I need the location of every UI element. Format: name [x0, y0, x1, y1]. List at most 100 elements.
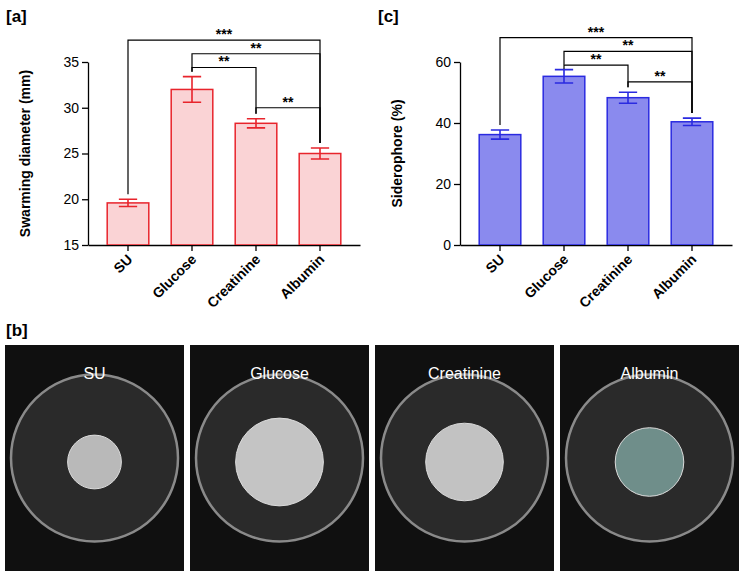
tick-label: SU [110, 251, 135, 276]
tick-label: Glucose [149, 251, 200, 302]
petri-dish [381, 375, 548, 542]
tick-label: 30 [63, 100, 79, 116]
significance-label: ** [219, 53, 230, 69]
bar [235, 123, 277, 245]
tick-label: Glucose [521, 251, 572, 302]
y-axis: 0204060 [435, 54, 460, 253]
error-bar [683, 118, 701, 125]
tick-mark [127, 245, 128, 251]
significance-label: ** [251, 40, 262, 56]
error-bar [491, 130, 509, 139]
tick-label: Albumin [649, 251, 700, 302]
x-axis: SU GlucoseCreatinine Albumin [89, 245, 361, 311]
tick: Creatinine [204, 245, 264, 311]
photo-label: Creatinine [428, 365, 501, 382]
photo-background [560, 345, 739, 571]
tick-label: 35 [63, 54, 79, 70]
significance-bracket [500, 38, 692, 125]
photo-background [190, 345, 369, 571]
significance-bracket [564, 51, 692, 113]
tick-mark [319, 245, 320, 251]
error-bar [619, 92, 637, 103]
significance-bracket [192, 67, 256, 113]
tick: Albumin [277, 245, 328, 302]
photo-label: SU [83, 365, 105, 382]
bar [479, 135, 521, 245]
error-bar [247, 119, 265, 128]
tick-mark [454, 123, 460, 124]
significance-bracket [128, 40, 320, 194]
tick: Glucose [521, 245, 572, 301]
panel-label: [a] [6, 7, 27, 26]
marks [479, 70, 713, 245]
significance-bracket [256, 108, 320, 143]
significance-label: *** [216, 26, 233, 42]
tick-mark [82, 199, 88, 200]
tick-label: 20 [435, 176, 451, 192]
y-axis: 15 20 25 30 35 [63, 54, 88, 253]
tick-label: Creatinine [204, 251, 264, 311]
significance-bracket [192, 54, 320, 143]
tick-mark [499, 245, 500, 251]
significance-bracket [564, 65, 628, 87]
tick: 25 [63, 145, 88, 161]
tick: Albumin [649, 245, 700, 302]
axis-line [460, 63, 461, 246]
error-bar [183, 77, 201, 103]
error-bar [555, 70, 573, 83]
panel-label: [c] [378, 7, 399, 26]
photo-label: Albumin [621, 365, 679, 382]
significance-label: ** [655, 68, 666, 84]
colony [426, 423, 504, 501]
significance-label: ** [623, 37, 634, 53]
panel-label: [b] [6, 321, 28, 340]
tick-label: Albumin [277, 251, 328, 302]
significance-bracket [628, 82, 692, 113]
error-bar [119, 199, 137, 206]
tick-mark [454, 62, 460, 63]
x-axis: SUGlucoseCreatinineAlbumin [461, 245, 733, 311]
bar [607, 98, 649, 245]
tick-mark [454, 184, 460, 185]
bar [543, 76, 585, 245]
tick: 0 [443, 237, 460, 253]
marks [107, 77, 341, 245]
tick: SU [110, 245, 135, 276]
tick-mark [82, 62, 88, 63]
significance-label: *** [588, 24, 605, 40]
axis-title: Swarming diameter (mm) [17, 70, 33, 237]
tick-label: 25 [63, 145, 79, 161]
tick-mark [82, 153, 88, 154]
tick: 35 [63, 54, 88, 70]
significance-label: ** [591, 51, 602, 67]
panel: [c]0204060SUGlucoseCreatinineAlbuminSide… [378, 7, 733, 311]
photo-panel: [b]SUGlucoseCreatinineAlbumin [5, 321, 739, 571]
tick-mark [454, 245, 460, 246]
tick: SU [482, 245, 507, 276]
tick: 30 [63, 100, 88, 116]
tick-label: 60 [435, 54, 451, 70]
tick-mark [563, 245, 564, 251]
colony [615, 428, 684, 497]
tick: Glucose [149, 245, 200, 301]
colony [68, 435, 122, 489]
photo-background [375, 345, 554, 571]
axis-title: Siderophore (%) [389, 99, 405, 207]
petri-dish [196, 375, 363, 542]
colony [236, 418, 324, 506]
panel: [a]1520253035SUGlucoseCreatinineAlbuminS… [6, 7, 361, 311]
tick-mark [691, 245, 692, 251]
bar [299, 154, 341, 246]
tick: 20 [63, 191, 88, 207]
error-bar [311, 148, 329, 159]
tick-mark [255, 245, 256, 251]
bar [171, 89, 213, 245]
figure: [a]1520253035SUGlucoseCreatinineAlbuminS… [0, 0, 744, 576]
tick-mark [82, 108, 88, 109]
axis-line [88, 63, 89, 246]
petri-dish [566, 375, 733, 542]
bar [107, 203, 149, 245]
significance-label: ** [283, 94, 294, 110]
tick-label: 0 [443, 237, 451, 253]
tick: 15 [63, 237, 88, 253]
